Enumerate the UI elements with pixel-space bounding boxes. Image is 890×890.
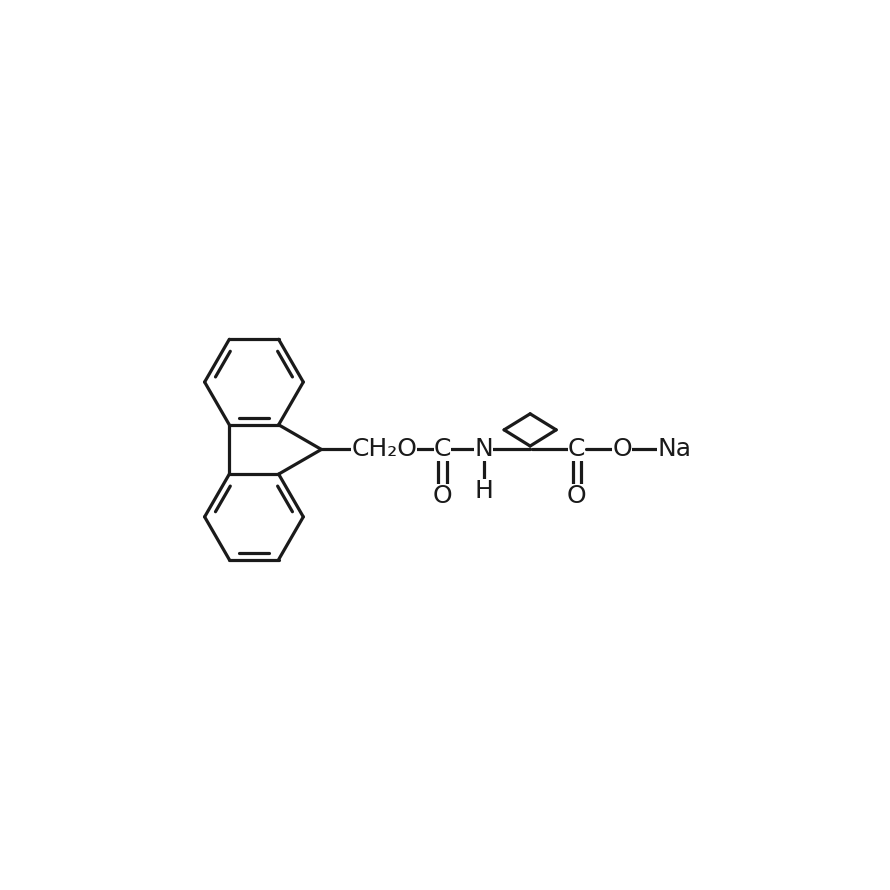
Text: CH₂O: CH₂O bbox=[352, 438, 417, 461]
Text: O: O bbox=[567, 484, 587, 508]
Text: O: O bbox=[612, 438, 632, 461]
Text: C: C bbox=[433, 438, 451, 461]
Text: O: O bbox=[433, 484, 452, 508]
Text: H: H bbox=[474, 479, 493, 503]
Text: C: C bbox=[568, 438, 586, 461]
Text: N: N bbox=[474, 438, 493, 461]
Text: Na: Na bbox=[657, 438, 691, 461]
